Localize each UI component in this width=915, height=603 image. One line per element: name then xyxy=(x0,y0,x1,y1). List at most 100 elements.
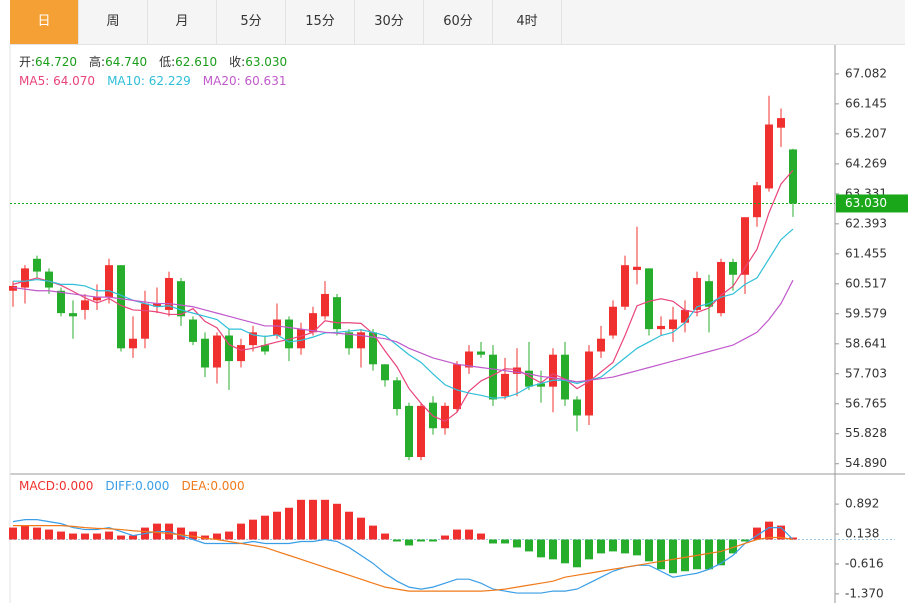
candle-body xyxy=(69,313,77,317)
candle-body xyxy=(681,309,689,323)
y-tick-label: 0.892 xyxy=(845,497,879,511)
candle-body xyxy=(693,277,701,310)
macd-bar xyxy=(417,539,425,542)
period-tab[interactable]: 60分 xyxy=(424,0,493,44)
macd-bar xyxy=(789,537,797,540)
macd-bar xyxy=(525,539,533,552)
candle-body xyxy=(597,338,605,352)
period-tab[interactable]: 日 xyxy=(10,0,79,44)
candle-body xyxy=(381,364,389,381)
candle-body xyxy=(561,354,569,400)
candle-body xyxy=(789,149,797,204)
candle-body xyxy=(201,338,209,368)
macd-bar xyxy=(621,539,629,554)
candle-body xyxy=(549,354,557,387)
ma-line xyxy=(12,279,794,383)
legend-value: 64.720 xyxy=(35,55,77,69)
candle-body xyxy=(357,332,365,349)
candle-body xyxy=(117,265,125,349)
candle-body xyxy=(729,261,737,275)
macd-bar xyxy=(81,533,89,540)
legend-label: 低: xyxy=(159,55,175,69)
macd-bar xyxy=(489,539,497,544)
candle-body xyxy=(249,332,257,346)
macd-bar xyxy=(381,533,389,540)
y-tick-label: 67.082 xyxy=(845,66,887,80)
macd-bar xyxy=(633,539,641,556)
candle-body xyxy=(9,285,17,291)
candle-body xyxy=(189,319,197,342)
legend: 开:64.720 高:64.740 低:62.610 收:63.030 xyxy=(19,54,287,69)
y-tick-label: 60.517 xyxy=(845,276,887,290)
candle-body xyxy=(105,265,113,298)
macd-bar xyxy=(9,527,17,540)
candle-body xyxy=(165,277,173,310)
period-tab[interactable]: 5分 xyxy=(217,0,286,44)
candle-body xyxy=(237,345,245,362)
candle-body xyxy=(57,290,65,314)
legend-value: 0.000 xyxy=(135,479,169,493)
candle-body xyxy=(669,319,677,330)
candle-body xyxy=(213,335,221,368)
macd-bar xyxy=(45,529,53,540)
macd-bar xyxy=(261,515,269,540)
candle-body xyxy=(225,335,233,362)
macd-bar xyxy=(501,539,509,544)
candle-body xyxy=(489,354,497,400)
candle-body xyxy=(417,405,425,458)
macd-bar xyxy=(309,499,317,540)
y-tick-label: 65.207 xyxy=(845,126,887,140)
macd-bar xyxy=(93,533,101,540)
period-tab[interactable]: 30分 xyxy=(355,0,424,44)
period-tab[interactable]: 周 xyxy=(79,0,148,44)
y-tick-label: 64.269 xyxy=(845,156,887,170)
macd-bar xyxy=(693,539,701,570)
y-tick-label: -0.616 xyxy=(845,556,884,570)
period-tab[interactable]: 15分 xyxy=(286,0,355,44)
legend: MA5: 64.070 MA10: 62.229 MA20: 60.631 xyxy=(19,74,286,88)
candle-body xyxy=(753,185,761,218)
candle-body xyxy=(645,268,653,330)
macd-bar xyxy=(477,533,485,540)
period-tabs: 日周月 5分 15分 30分 60分 4时 xyxy=(10,0,905,45)
period-tab[interactable]: 月 xyxy=(148,0,217,44)
legend: MACD:0.000 DIFF:0.000 DEA:0.000 xyxy=(19,479,245,493)
macd-bar xyxy=(129,535,137,540)
macd-bar xyxy=(33,527,41,540)
legend-label: MA10: xyxy=(107,74,149,88)
candle-body xyxy=(345,332,353,349)
macd-bar xyxy=(201,535,209,540)
macd-bar xyxy=(213,533,221,540)
y-tick-label: -1.370 xyxy=(845,586,884,600)
ma-line xyxy=(12,169,794,422)
period-tab[interactable]: 4时 xyxy=(493,0,562,44)
macd-bar xyxy=(57,531,65,540)
macd-bar xyxy=(561,539,569,564)
legend-label: DIFF: xyxy=(105,479,135,493)
y-tick-label: 62.393 xyxy=(845,216,887,230)
legend-value: 0.000 xyxy=(210,479,244,493)
candle-body xyxy=(321,293,329,317)
candle-body xyxy=(609,306,617,336)
macd-bar xyxy=(705,539,713,570)
candle-body xyxy=(453,364,461,410)
candle-body xyxy=(297,329,305,349)
macd-bar xyxy=(105,531,113,540)
macd-bar xyxy=(297,499,305,540)
candle-body xyxy=(657,325,665,330)
candle-body xyxy=(573,399,581,416)
macd-bar xyxy=(357,517,365,540)
candle-body xyxy=(633,266,641,270)
macd-bar xyxy=(117,535,125,540)
macd-bar xyxy=(333,503,341,540)
dea-line xyxy=(13,525,794,592)
candle-body xyxy=(621,265,629,307)
macd-bar xyxy=(345,511,353,540)
macd-bar xyxy=(513,539,521,548)
macd-bar xyxy=(369,525,377,540)
macd-bar xyxy=(69,533,77,540)
legend-value: 64.740 xyxy=(105,55,147,69)
legend-value: 62.610 xyxy=(175,55,217,69)
legend-value: 64.070 xyxy=(53,74,95,88)
